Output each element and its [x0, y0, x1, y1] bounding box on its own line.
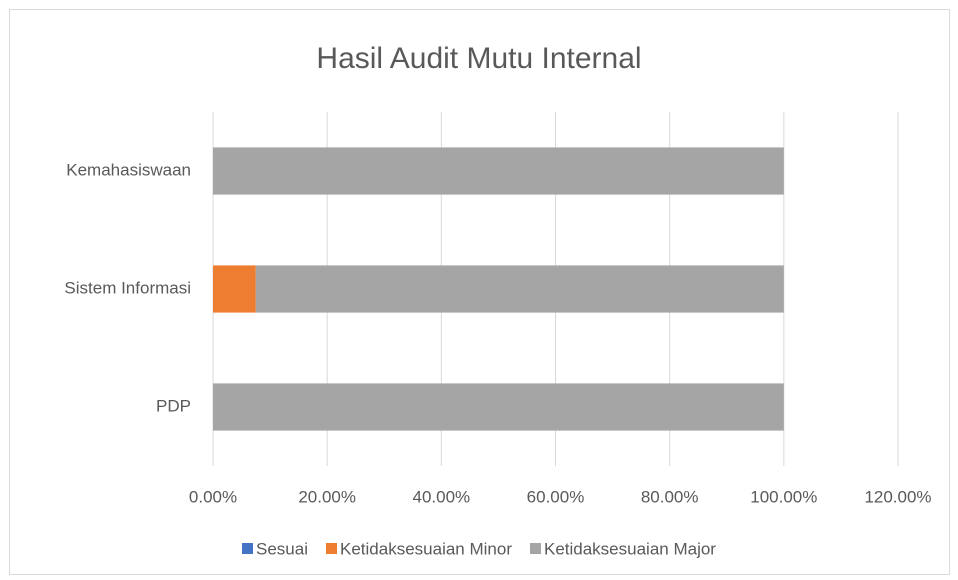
legend-label: Ketidaksesuaian Major [544, 539, 716, 558]
y-tick-label: PDP [156, 396, 191, 415]
bar-segment [213, 147, 784, 195]
legend-marker [242, 543, 254, 554]
x-tick-label: 120.00% [864, 487, 931, 506]
legend-label: Ketidaksesuaian Minor [340, 539, 512, 558]
x-tick-label: 0.00% [189, 487, 237, 506]
legend-label: Sesuai [256, 539, 308, 558]
legend-marker [529, 543, 541, 554]
y-tick-label: Kemahasiswaan [66, 160, 191, 179]
x-tick-label: 100.00% [750, 487, 817, 506]
x-tick-label: 60.00% [527, 487, 585, 506]
x-tick-label: 20.00% [298, 487, 356, 506]
bar-segment [213, 265, 256, 313]
legend-marker [326, 543, 338, 554]
x-tick-label: 80.00% [641, 487, 699, 506]
bar-segment [213, 383, 784, 431]
chart-title: Hasil Audit Mutu Internal [316, 42, 641, 75]
y-tick-label: Sistem Informasi [64, 278, 191, 297]
x-tick-label: 40.00% [412, 487, 470, 506]
bar-segment [255, 265, 784, 313]
